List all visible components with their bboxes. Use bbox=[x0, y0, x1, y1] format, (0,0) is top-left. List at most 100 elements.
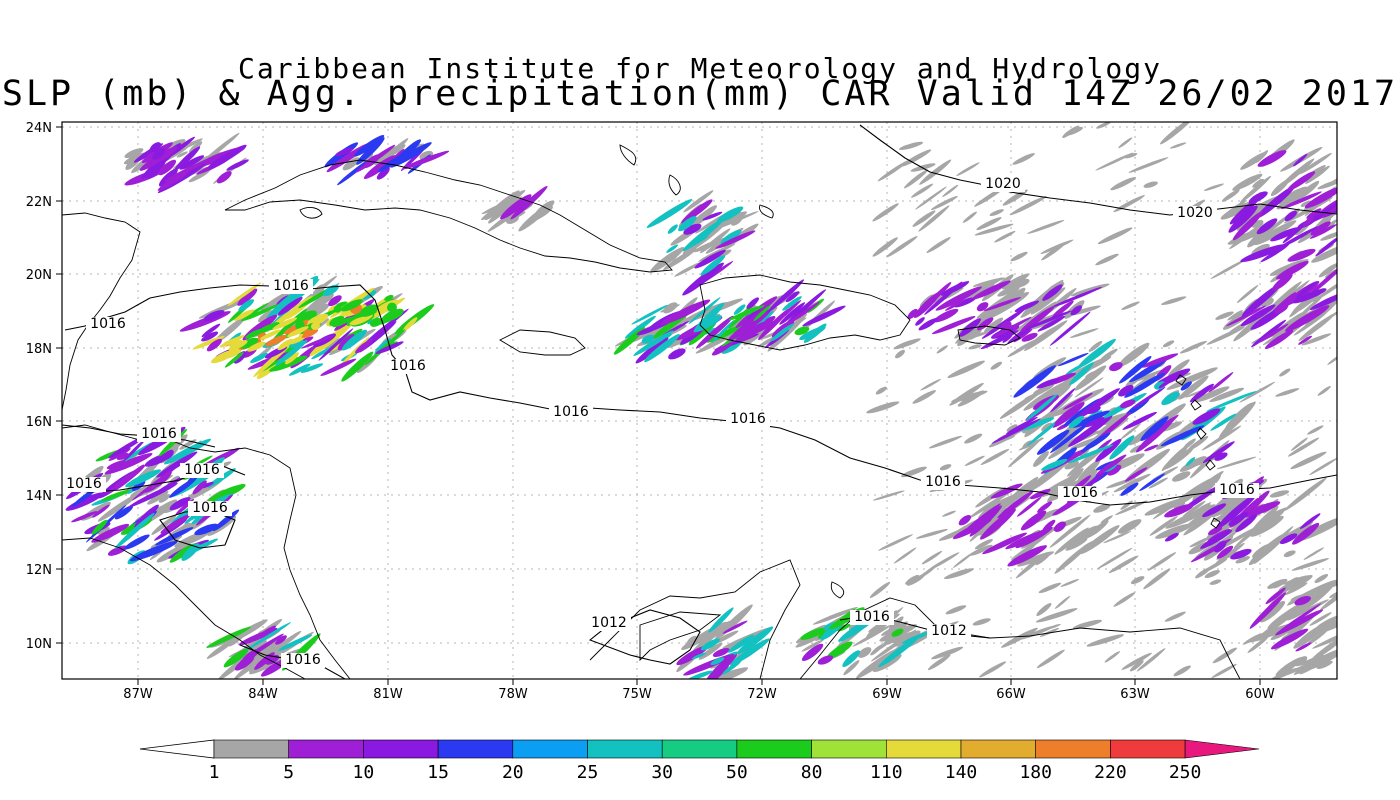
precip-streak bbox=[666, 244, 678, 253]
precip-streak bbox=[720, 229, 742, 245]
precip-streak bbox=[700, 667, 749, 679]
precip-streak bbox=[1010, 251, 1028, 262]
precip-streak bbox=[181, 543, 200, 561]
precip-streak bbox=[979, 661, 1007, 678]
precip-streak bbox=[1235, 514, 1258, 533]
precip-streak bbox=[717, 249, 732, 258]
precip-streak bbox=[1228, 512, 1249, 526]
precip-streak bbox=[1068, 415, 1113, 447]
isobar-label-bg bbox=[86, 317, 130, 332]
precip-streak bbox=[203, 310, 225, 322]
precip-streak bbox=[1007, 545, 1047, 567]
precip-streak bbox=[699, 664, 730, 679]
precip-streak bbox=[254, 652, 275, 670]
precip-streak bbox=[101, 489, 131, 502]
precip-streak bbox=[1189, 383, 1214, 403]
precip-streak bbox=[962, 211, 977, 223]
precip-streak bbox=[694, 249, 726, 269]
precip-streak bbox=[1129, 358, 1168, 383]
precip-streak bbox=[311, 346, 333, 360]
precip-streak bbox=[128, 482, 178, 508]
precip-streak bbox=[715, 230, 756, 249]
precip-streak bbox=[915, 529, 948, 539]
precip-streak bbox=[1085, 416, 1105, 428]
precip-streak bbox=[341, 329, 367, 351]
precip-streak bbox=[1072, 410, 1110, 428]
isobar-label: 1016 bbox=[184, 462, 220, 478]
precip-streak bbox=[712, 647, 730, 658]
precip-streak bbox=[223, 648, 249, 668]
precip-streak bbox=[1078, 338, 1116, 368]
precip-streak bbox=[683, 223, 702, 235]
precip-streak bbox=[1309, 457, 1337, 476]
precip-streak bbox=[1294, 295, 1323, 322]
precip-streak bbox=[949, 382, 984, 406]
precip-streak bbox=[693, 237, 726, 253]
colorbar-over-arrow bbox=[1184, 739, 1260, 759]
precip-streak bbox=[363, 154, 380, 168]
precip-streak bbox=[931, 316, 976, 335]
precip-streak bbox=[1189, 535, 1214, 548]
precip-streak bbox=[682, 262, 724, 296]
precip-streak bbox=[1293, 312, 1327, 336]
precip-streak bbox=[959, 318, 981, 337]
precip-streak bbox=[1242, 633, 1262, 645]
precip-streak bbox=[953, 297, 976, 308]
precip-streak bbox=[1040, 239, 1074, 254]
precip-streak bbox=[194, 523, 219, 536]
precip-streak bbox=[1209, 387, 1245, 403]
precip-streak bbox=[1287, 248, 1316, 262]
colorbar-swatch bbox=[1110, 739, 1186, 759]
isobar-label-bg bbox=[981, 177, 1025, 192]
precip-streak bbox=[1164, 503, 1194, 518]
precip-streak bbox=[1230, 548, 1252, 560]
isobar-label-bg bbox=[549, 405, 593, 420]
precip-streak bbox=[947, 360, 985, 378]
precip-heavy-core bbox=[219, 294, 404, 359]
precip-streak bbox=[1200, 558, 1228, 574]
precip-streak bbox=[1037, 501, 1053, 513]
precip-streak bbox=[207, 484, 246, 503]
precip-streak bbox=[714, 604, 753, 640]
precip-streak bbox=[1143, 568, 1171, 590]
lon-tick-label: 78W bbox=[498, 687, 528, 702]
colorbar-label: 220 bbox=[1094, 762, 1127, 783]
precip-streak bbox=[1249, 592, 1287, 629]
precip-streak bbox=[785, 291, 800, 303]
precip-streak bbox=[1160, 425, 1205, 447]
precip-streak bbox=[1287, 437, 1320, 457]
precip-streak bbox=[1113, 592, 1136, 607]
precip-streak bbox=[1316, 660, 1333, 669]
precip-streak bbox=[1256, 185, 1295, 219]
precip-streak bbox=[1206, 326, 1245, 345]
precip-streak bbox=[258, 310, 274, 323]
precip-streak bbox=[869, 581, 891, 598]
isobar-label-bg bbox=[386, 359, 430, 374]
precip-streak bbox=[1085, 370, 1100, 380]
precip-streak bbox=[905, 574, 920, 585]
precip-heavy-cell bbox=[359, 304, 379, 317]
precip-streak bbox=[1036, 429, 1070, 455]
precip-streak bbox=[1124, 467, 1148, 482]
precip-streak bbox=[1194, 386, 1230, 403]
precip-streak bbox=[952, 552, 974, 568]
precip-streak bbox=[1278, 226, 1319, 249]
precip-streak bbox=[1305, 201, 1337, 227]
precip-streak bbox=[1317, 179, 1337, 190]
precip-streak bbox=[991, 418, 1041, 444]
precip-streak bbox=[1082, 539, 1099, 549]
precip-streak bbox=[1282, 575, 1309, 585]
precip-streak bbox=[106, 460, 126, 470]
isobar-label-bg bbox=[1215, 483, 1259, 498]
isobar-label: 1016 bbox=[273, 278, 309, 294]
precip-streak bbox=[1166, 367, 1218, 390]
precip-streak bbox=[1185, 487, 1205, 497]
lat-tick-label: 20N bbox=[26, 268, 52, 283]
isobar-label: 1012 bbox=[931, 623, 967, 639]
precip-streak bbox=[1121, 652, 1152, 670]
precip-streak bbox=[341, 351, 374, 382]
precip-streak bbox=[1113, 473, 1151, 493]
precip-streak bbox=[956, 162, 980, 177]
precip-streak bbox=[240, 302, 269, 322]
precip-heavy-cell bbox=[302, 329, 313, 337]
